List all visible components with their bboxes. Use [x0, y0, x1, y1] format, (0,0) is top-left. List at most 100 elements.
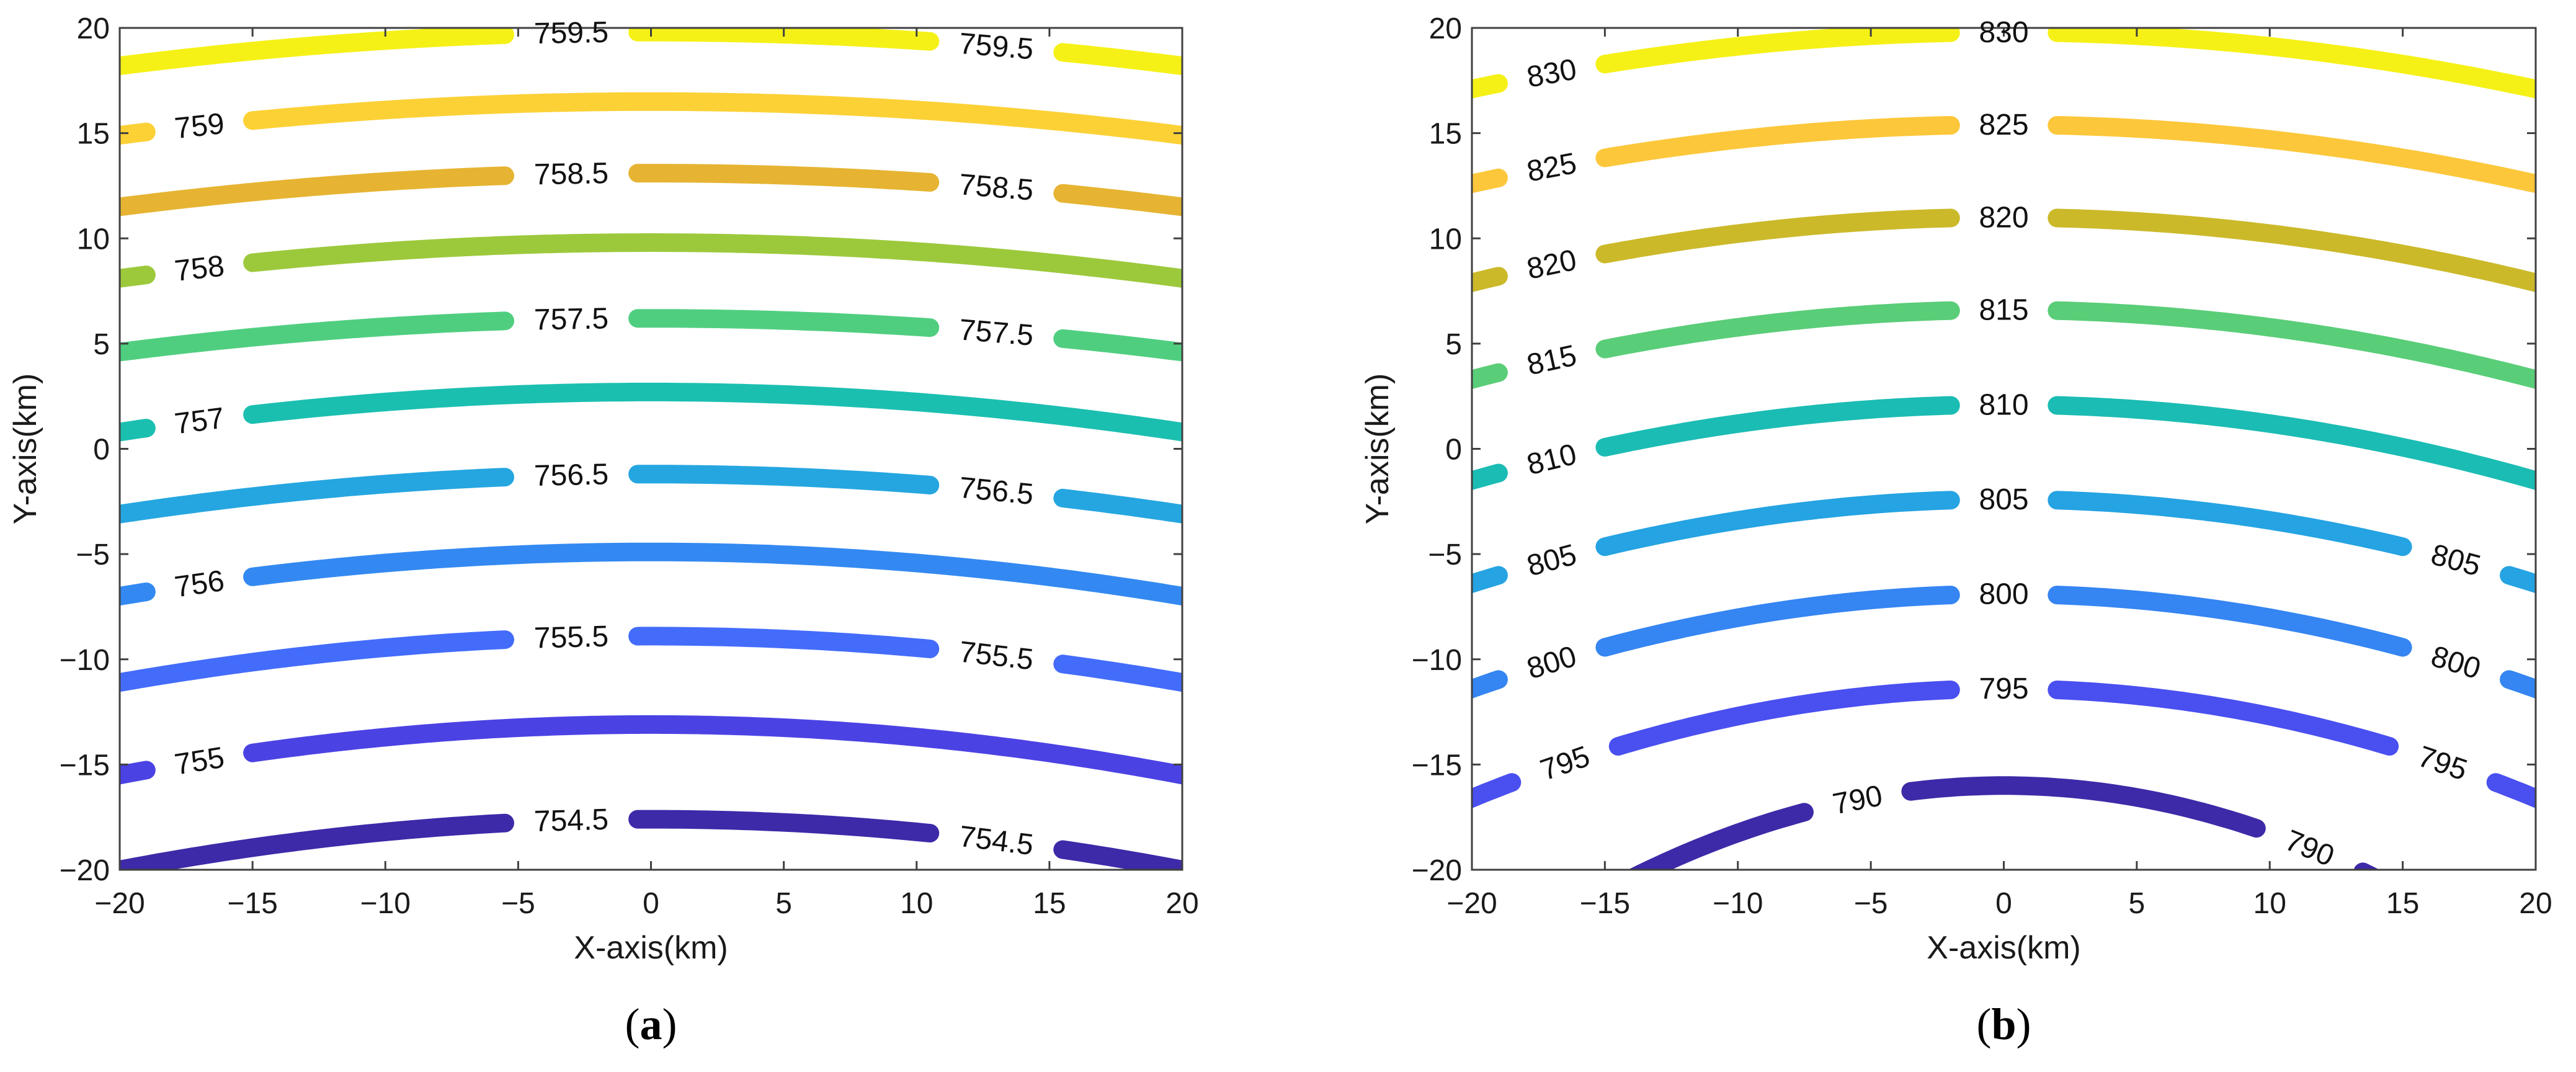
- contour-line-790-segment-1: [1901, 776, 2266, 838]
- x-tick-label: −5: [1854, 887, 1888, 920]
- y-tick-label: 0: [1445, 434, 1462, 467]
- contour-label-805-1: 805: [1979, 483, 2028, 516]
- contour-line-830-segment-1: [1595, 28, 1960, 74]
- contour-line-756.5-segment-0: [120, 468, 514, 524]
- contour-line-805-segment-0: [1472, 566, 1508, 594]
- y-tick-label: 15: [77, 118, 110, 151]
- y-tick-label: 0: [93, 434, 110, 467]
- y-tick-label: −5: [76, 538, 110, 571]
- contour-line-757-segment-1: [243, 382, 1182, 442]
- x-tick-label: −10: [1713, 887, 1763, 920]
- contour-label-755.5-1: 755.5: [957, 635, 1035, 676]
- x-tick-label: 20: [1165, 887, 1198, 920]
- contour-line-805-segment-2: [2048, 491, 2412, 556]
- contour-label-758.5-1: 758.5: [958, 168, 1035, 207]
- y-tick-label: 10: [1429, 223, 1462, 256]
- y-tick-label: −20: [60, 854, 110, 887]
- contour-label-820-0: 820: [1524, 244, 1579, 286]
- contour-line-800-segment-2: [2048, 586, 2412, 657]
- contour-line-815-segment-1: [1595, 301, 1960, 359]
- contour-label-795-1: 795: [1979, 672, 2028, 705]
- contour-label-805-2: 805: [2428, 538, 2484, 583]
- y-tick-label: 20: [77, 12, 110, 45]
- contour-line-755-segment-0: [120, 761, 156, 785]
- contour-label-815-0: 815: [1524, 339, 1580, 382]
- contour-label-805-0: 805: [1523, 538, 1580, 583]
- contour-label-754.5-0: 754.5: [533, 803, 609, 838]
- contour-label-757.5-1: 757.5: [958, 313, 1035, 352]
- contour-label-795-2: 795: [2413, 740, 2471, 787]
- contour-line-756-segment-0: [120, 583, 156, 606]
- contour-line-758.5-segment-2: [1053, 184, 1182, 217]
- contour-line-820-segment-1: [1595, 208, 1960, 264]
- contour-label-800-0: 800: [1523, 640, 1580, 686]
- y-tick-label: −15: [1412, 749, 1462, 782]
- x-tick-label: 10: [900, 887, 933, 920]
- y-tick-label: −5: [1428, 538, 1462, 571]
- contour-label-830-1: 830: [1979, 16, 2028, 49]
- contour-line-795-segment-3: [2486, 773, 2536, 808]
- contour-line-795-segment-0: [1472, 773, 1522, 808]
- contour-line-754.5-segment-2: [1053, 840, 1182, 870]
- contour-label-795-0: 795: [1536, 740, 1594, 787]
- y-tick-label: 10: [77, 223, 110, 256]
- contour-label-825-0: 825: [1524, 147, 1579, 189]
- contour-label-800-1: 800: [1979, 578, 2028, 611]
- contour-label-756.5-1: 756.5: [958, 471, 1035, 511]
- contour-label-800-2: 800: [2427, 640, 2484, 686]
- contour-line-759.5-segment-2: [1053, 43, 1182, 76]
- contour-line-825-segment-0: [1472, 168, 1508, 194]
- contour-label-759.5-1: 759.5: [958, 27, 1035, 66]
- y-tick-label: −10: [1412, 644, 1462, 677]
- y-tick-label: 5: [1445, 328, 1462, 361]
- x-tick-label: 20: [2519, 887, 2552, 920]
- contour-line-755.5-segment-2: [1053, 654, 1182, 692]
- contour-line-795-segment-1: [1608, 681, 1960, 756]
- contour-label-790-1: 790: [2280, 824, 2338, 873]
- y-tick-label: 5: [93, 328, 110, 361]
- contour-line-800-segment-3: [2500, 670, 2536, 699]
- y-axis-label: Y-axis(km): [7, 373, 43, 525]
- y-tick-label: 15: [1429, 118, 1462, 151]
- panel-b: −20 −15 −10 −5 0 5 10 15 20 20 15 10 5 0 −5 −10 −15 −20 X…: [1360, 12, 2552, 1049]
- x-tick-label: 5: [2129, 887, 2146, 920]
- x-tick-label: −15: [1580, 887, 1630, 920]
- contour-label-790-0: 790: [1830, 779, 1885, 821]
- contour-line-830-segment-0: [1472, 74, 1508, 99]
- contour-line-755.5-segment-0: [120, 630, 514, 692]
- contour-label-756.5-0: 756.5: [533, 458, 608, 493]
- y-tick-label: 20: [1429, 12, 1462, 45]
- contour-line-830-segment-2: [2048, 28, 2536, 99]
- contour-label-755-0: 755: [172, 741, 227, 782]
- panel-a: −20 −15 −10 −5 0 5 10 15 20 20 15 10 5 0 −5 −10 −15 −20 X…: [7, 12, 1199, 1049]
- x-tick-label: −20: [94, 887, 145, 920]
- contour-label-825-1: 825: [1979, 109, 2028, 141]
- contour-line-755-segment-1: [243, 715, 1182, 785]
- contour-line-820-segment-0: [1472, 267, 1508, 292]
- contour-line-825-segment-1: [1595, 116, 1960, 168]
- x-tick-label: 0: [643, 887, 659, 920]
- contour-line-810-segment-0: [1472, 463, 1508, 491]
- contour-line-805-segment-3: [2500, 566, 2536, 594]
- contour-label-820-1: 820: [1979, 201, 2028, 234]
- contour-line-825-segment-2: [2048, 116, 2536, 194]
- contour-label-830-0: 830: [1525, 53, 1579, 94]
- y-tick-label: −20: [1412, 854, 1462, 887]
- contour-label-810-1: 810: [1979, 388, 2028, 421]
- contour-line-757.5-segment-2: [1053, 329, 1182, 362]
- y-tick-label: −15: [60, 749, 110, 782]
- contour-line-795-segment-2: [2048, 681, 2399, 756]
- x-tick-label: 10: [2253, 887, 2286, 920]
- contour-line-800-segment-0: [1472, 670, 1508, 699]
- contour-line-758-segment-1: [243, 233, 1182, 288]
- contour-line-820-segment-2: [2048, 208, 2536, 292]
- contour-line-756.5-segment-1: [628, 465, 940, 494]
- panel-letter: a: [640, 999, 662, 1049]
- contour-label-810-0: 810: [1524, 438, 1580, 481]
- contour-line-810-segment-2: [2048, 396, 2536, 491]
- contour-line-815-segment-2: [2048, 301, 2536, 390]
- y-tick-label: −10: [60, 644, 110, 677]
- contour-line-800-segment-1: [1595, 586, 1960, 657]
- x-tick-label: −10: [360, 887, 411, 920]
